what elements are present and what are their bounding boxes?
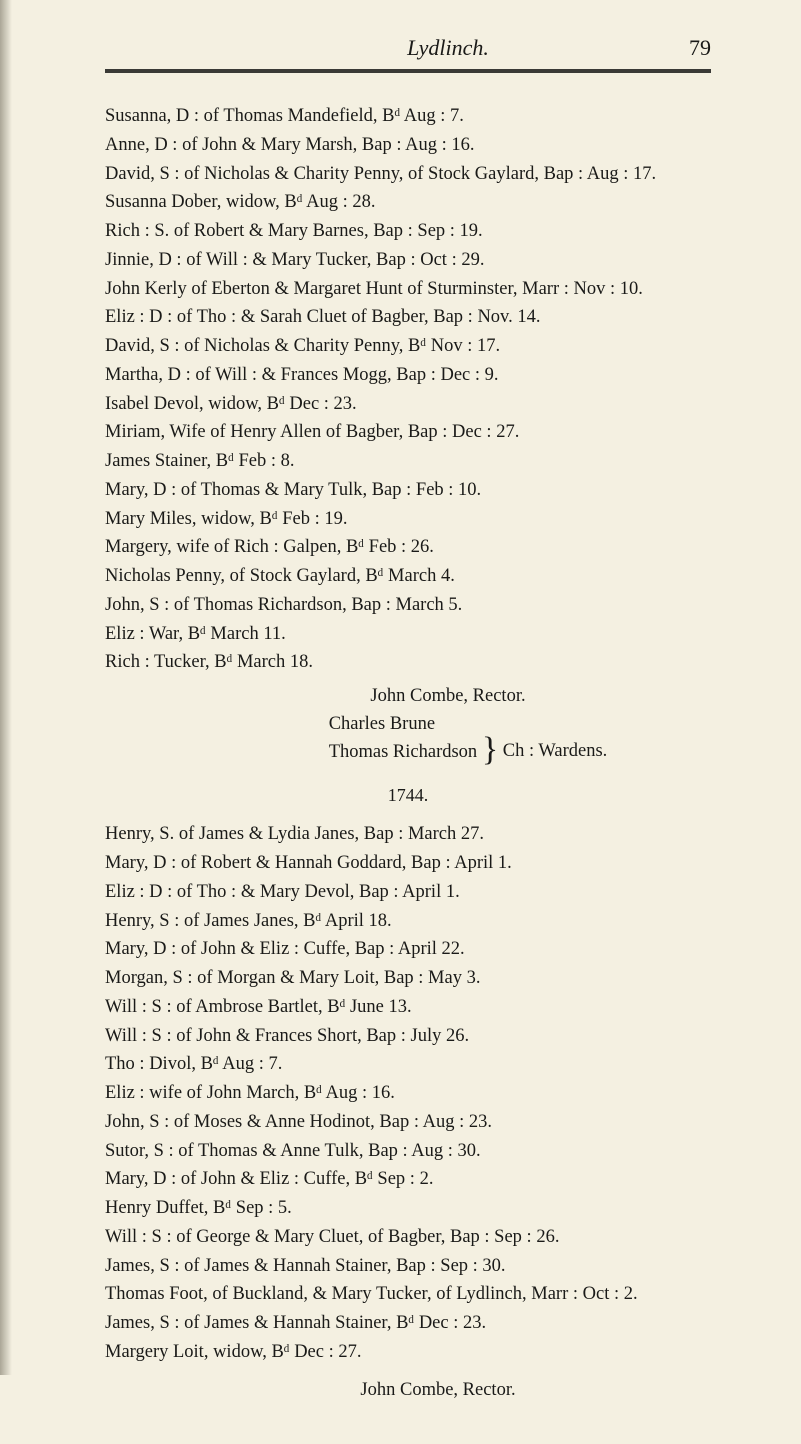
page-header: Lydlinch. 79	[105, 35, 711, 61]
register-entry: Margery, wife of Rich : Galpen, Bᵈ Feb :…	[105, 534, 711, 562]
register-entry: Nicholas Penny, of Stock Gaylard, Bᵈ Mar…	[105, 563, 711, 591]
register-entry: Margery Loit, widow, Bᵈ Dec : 27.	[105, 1339, 711, 1367]
register-entry: Eliz : wife of John March, Bᵈ Aug : 16.	[105, 1080, 711, 1108]
rector-signature-2: John Combe, Rector.	[360, 1380, 515, 1400]
register-entry: Henry, S : of James Janes, Bᵈ April 18.	[105, 908, 711, 936]
register-entry: Mary, D : of John & Eliz : Cuffe, Bᵈ Sep…	[105, 1166, 711, 1194]
register-entry: Eliz : D : of Tho : & Mary Devol, Bap : …	[105, 879, 711, 907]
register-entry: Will : S : of Ambrose Bartlet, Bᵈ June 1…	[105, 994, 711, 1022]
register-entry: James, S : of James & Hannah Stainer, Ba…	[105, 1253, 711, 1281]
rector-signature: John Combe, Rector.	[185, 683, 711, 711]
register-entry: Tho : Divol, Bᵈ Aug : 7.	[105, 1051, 711, 1079]
register-entry: James, S : of James & Hannah Stainer, Bᵈ…	[105, 1310, 711, 1338]
header-rule	[105, 69, 711, 73]
register-entry: Henry Duffet, Bᵈ Sep : 5.	[105, 1195, 711, 1223]
register-entry: Mary, D : of Thomas & Mary Tulk, Bap : F…	[105, 477, 711, 505]
register-entry: Will : S : of George & Mary Cluet, of Ba…	[105, 1224, 711, 1252]
wardens-label: Ch : Wardens.	[503, 738, 608, 766]
register-entry: Miriam, Wife of Henry Allen of Bagber, B…	[105, 419, 711, 447]
register-entry: Mary Miles, widow, Bᵈ Feb : 19.	[105, 506, 711, 534]
register-entry: Martha, D : of Will : & Frances Mogg, Ba…	[105, 362, 711, 390]
register-entry: Anne, D : of John & Mary Marsh, Bap : Au…	[105, 132, 711, 160]
register-entry: Eliz : D : of Tho : & Sarah Cluet of Bag…	[105, 304, 711, 332]
signature-block-1: John Combe, Rector. Charles Brune Thomas…	[105, 683, 711, 766]
register-entry: John Kerly of Eberton & Margaret Hunt of…	[105, 276, 711, 304]
register-entry: Isabel Devol, widow, Bᵈ Dec : 23.	[105, 391, 711, 419]
register-entry: Sutor, S : of Thomas & Anne Tulk, Bap : …	[105, 1138, 711, 1166]
warden-name-2: Thomas Richardson	[329, 742, 478, 762]
year-heading: 1744.	[105, 782, 711, 809]
wardens-signature: Charles Brune Thomas Richardson } Ch : W…	[225, 711, 711, 767]
register-entry: Susanna, D : of Thomas Mandefield, Bᵈ Au…	[105, 103, 711, 131]
register-entry: Eliz : War, Bᵈ March 11.	[105, 621, 711, 649]
content-block-1: Susanna, D : of Thomas Mandefield, Bᵈ Au…	[105, 103, 711, 1404]
warden-name-1: Charles Brune	[329, 714, 435, 734]
register-entry: David, S : of Nicholas & Charity Penny, …	[105, 161, 711, 189]
page-container: Lydlinch. 79 Susanna, D : of Thomas Mand…	[0, 0, 801, 1444]
register-entry: Will : S : of John & Frances Short, Bap …	[105, 1023, 711, 1051]
page-edge-shadow	[0, 0, 12, 1375]
register-entry: David, S : of Nicholas & Charity Penny, …	[105, 333, 711, 361]
register-entry: Susanna Dober, widow, Bᵈ Aug : 28.	[105, 189, 711, 217]
signature-block-2: John Combe, Rector.	[165, 1377, 711, 1405]
register-entry: Thomas Foot, of Buckland, & Mary Tucker,…	[105, 1281, 711, 1309]
header-title: Lydlinch.	[327, 35, 489, 61]
page-number: 79	[689, 35, 711, 61]
register-entry: Rich : Tucker, Bᵈ March 18.	[105, 649, 711, 677]
register-entry: John, S : of Moses & Anne Hodinot, Bap :…	[105, 1109, 711, 1137]
register-entry: Jinnie, D : of Will : & Mary Tucker, Bap…	[105, 247, 711, 275]
register-entry: Morgan, S : of Morgan & Mary Loit, Bap :…	[105, 965, 711, 993]
register-entry: Henry, S. of James & Lydia Janes, Bap : …	[105, 821, 711, 849]
register-entry: Mary, D : of Robert & Hannah Goddard, Ba…	[105, 850, 711, 878]
register-entry: Rich : S. of Robert & Mary Barnes, Bap :…	[105, 218, 711, 246]
register-entry: James Stainer, Bᵈ Feb : 8.	[105, 448, 711, 476]
register-entry: Mary, D : of John & Eliz : Cuffe, Bap : …	[105, 936, 711, 964]
register-entry: John, S : of Thomas Richardson, Bap : Ma…	[105, 592, 711, 620]
